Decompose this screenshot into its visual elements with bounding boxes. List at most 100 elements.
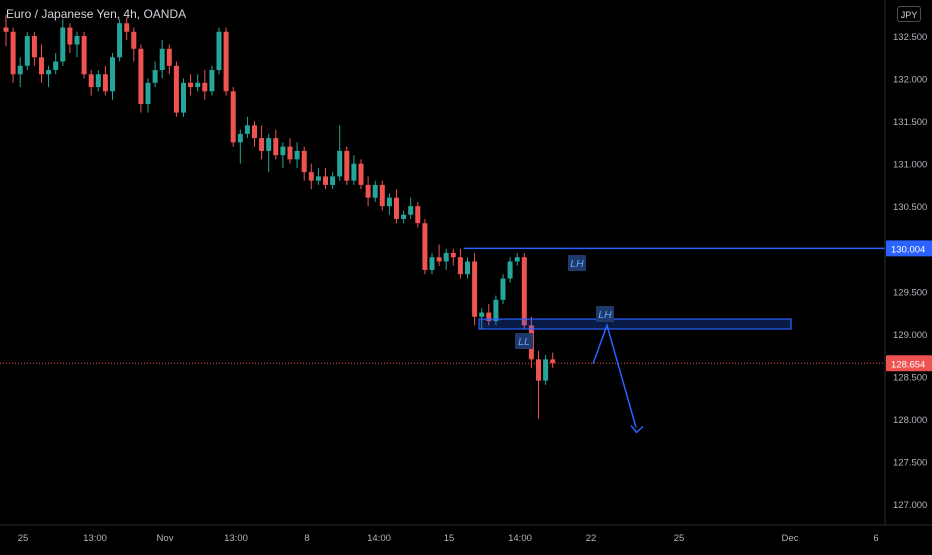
candle-body [209,70,215,92]
price-tick-label: 131.500 [893,117,927,128]
candle [457,248,463,279]
price-tick-label: 131.000 [893,160,927,171]
time-tick-label: 13:00 [83,533,107,544]
candle-body [365,184,371,198]
candle-body [443,252,449,262]
chart-title: Euro / Japanese Yen, 4h, OANDA [6,7,187,21]
candle [117,18,123,62]
candle-body [124,23,130,32]
candle [46,65,52,88]
candle [223,27,229,96]
pattern-label-text: LL [518,336,530,348]
candle-body [450,252,456,258]
candle [543,355,549,385]
candle-body [266,138,272,151]
last-price-tag-bg [886,355,932,372]
candle-body [216,31,222,71]
candle [472,252,478,326]
candle-body [259,138,265,151]
time-tick-label: 8 [304,533,309,544]
candle-body [252,125,257,139]
currency-button[interactable]: JPY [897,6,921,22]
candle [358,159,364,190]
time-tick-label: 15 [444,533,455,544]
candle [422,218,428,275]
candle [252,121,257,147]
candle-body [408,206,414,215]
candle-body [195,82,201,88]
candle-body [401,214,407,219]
candle-body [188,82,194,88]
candle [301,146,307,181]
candle-body [102,74,108,92]
last-price-tag-text: 128.654 [891,359,925,370]
candle [3,14,9,47]
candle-body [514,257,520,262]
candle [216,27,222,75]
candle-body [280,146,286,156]
candle [195,74,201,92]
candle [138,44,144,113]
candle-body [472,261,478,317]
candle [230,87,236,147]
candle-body [244,125,250,134]
time-tick-label: 6 [873,533,878,544]
candle-body [39,57,44,75]
candle-body [337,150,343,177]
candle-body [351,163,357,181]
pattern-label: LL [515,333,533,349]
candle-body [131,31,137,49]
candle-body [358,163,364,185]
last-price-tag: 128.654 [886,355,932,372]
candle [351,155,357,185]
candle [39,44,44,83]
time-tick-label: Nov [157,533,174,544]
time-axis: 25 13:00 Nov 13:00 8 14:00 15 14:00 22 25 Dec 6 [0,524,932,550]
pattern-label: LH [568,255,586,271]
candle-body [95,74,101,88]
pattern-label-box [515,333,533,349]
price-tick-label: 129.500 [893,287,927,298]
candle-body [181,82,186,113]
time-axis-bg [0,525,932,550]
candle [401,210,407,224]
candle [166,44,172,75]
candle [308,163,314,190]
candle [486,304,492,326]
candle-body [372,184,378,198]
time-tick-label: 14:00 [367,533,391,544]
candle-body [273,138,279,156]
candle [330,172,336,190]
support-zone [478,318,792,330]
candle [408,197,414,219]
candle-body [422,223,428,270]
candle-body [550,359,556,364]
price-tick-label: 130.500 [893,202,927,213]
candle-body [521,257,527,326]
candle-body [429,257,435,270]
candle [344,146,350,185]
time-tick-label: 25 [18,533,29,544]
candle [429,252,435,275]
candle [315,167,321,185]
candle-body [536,359,541,381]
candle [280,142,286,168]
candle-body [24,36,30,66]
candle [152,61,158,88]
pattern-label: LH [596,306,614,322]
pattern-label-box [596,306,614,322]
candle-body [344,150,350,181]
candles-layer [3,14,556,419]
candle-body [308,172,314,181]
time-tick-label: 25 [674,533,685,544]
candle [372,180,378,202]
pattern-label-text: LH [570,258,584,270]
candle [17,57,23,88]
candle [24,31,30,71]
candle [31,31,37,66]
candle-body [166,48,172,66]
candle [500,274,506,305]
time-tick-label: 14:00 [508,533,532,544]
